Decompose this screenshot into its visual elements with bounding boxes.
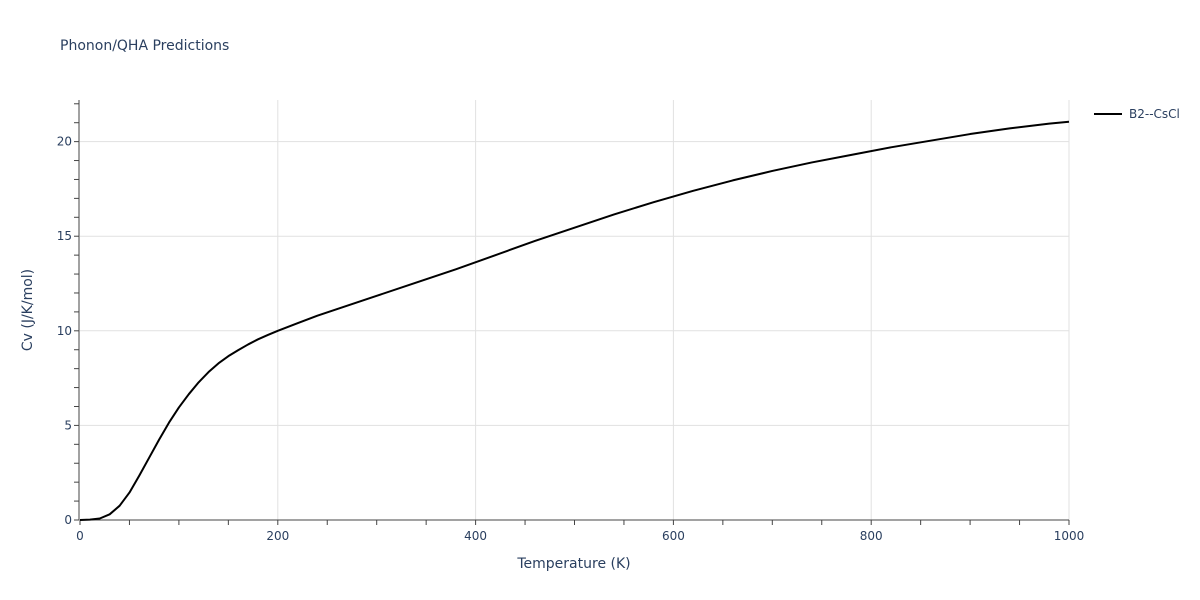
series-layer xyxy=(79,120,1070,521)
x-tick-label: 200 xyxy=(266,529,289,543)
x-tick-label: 400 xyxy=(464,529,487,543)
x-tick-label: 600 xyxy=(662,529,685,543)
x-axis-label: Temperature (K) xyxy=(516,556,630,572)
y-axis-label: Cv (J/K/mol) xyxy=(20,269,36,351)
y-axis-ticks: 0 5 10 15 20 xyxy=(57,135,72,527)
y-tick-label: 10 xyxy=(57,324,72,338)
x-axis-ticks: 0 200 400 600 800 1000 xyxy=(76,529,1084,543)
x-tick-label: 0 xyxy=(76,529,84,543)
x-tick-label: 800 xyxy=(860,529,883,543)
axes xyxy=(74,100,1070,525)
chart-title: Phonon/QHA Predictions xyxy=(60,38,229,54)
legend[interactable]: B2--CsCl xyxy=(1094,107,1180,121)
y-tick-label: 20 xyxy=(57,135,72,149)
y-tick-label: 5 xyxy=(64,418,72,432)
x-tick-label: 1000 xyxy=(1054,529,1085,543)
grid xyxy=(80,100,1070,520)
series-line-0 xyxy=(79,120,1070,521)
y-tick-label: 0 xyxy=(64,513,72,527)
legend-label: B2--CsCl xyxy=(1129,107,1180,121)
y-tick-label: 15 xyxy=(57,229,72,243)
